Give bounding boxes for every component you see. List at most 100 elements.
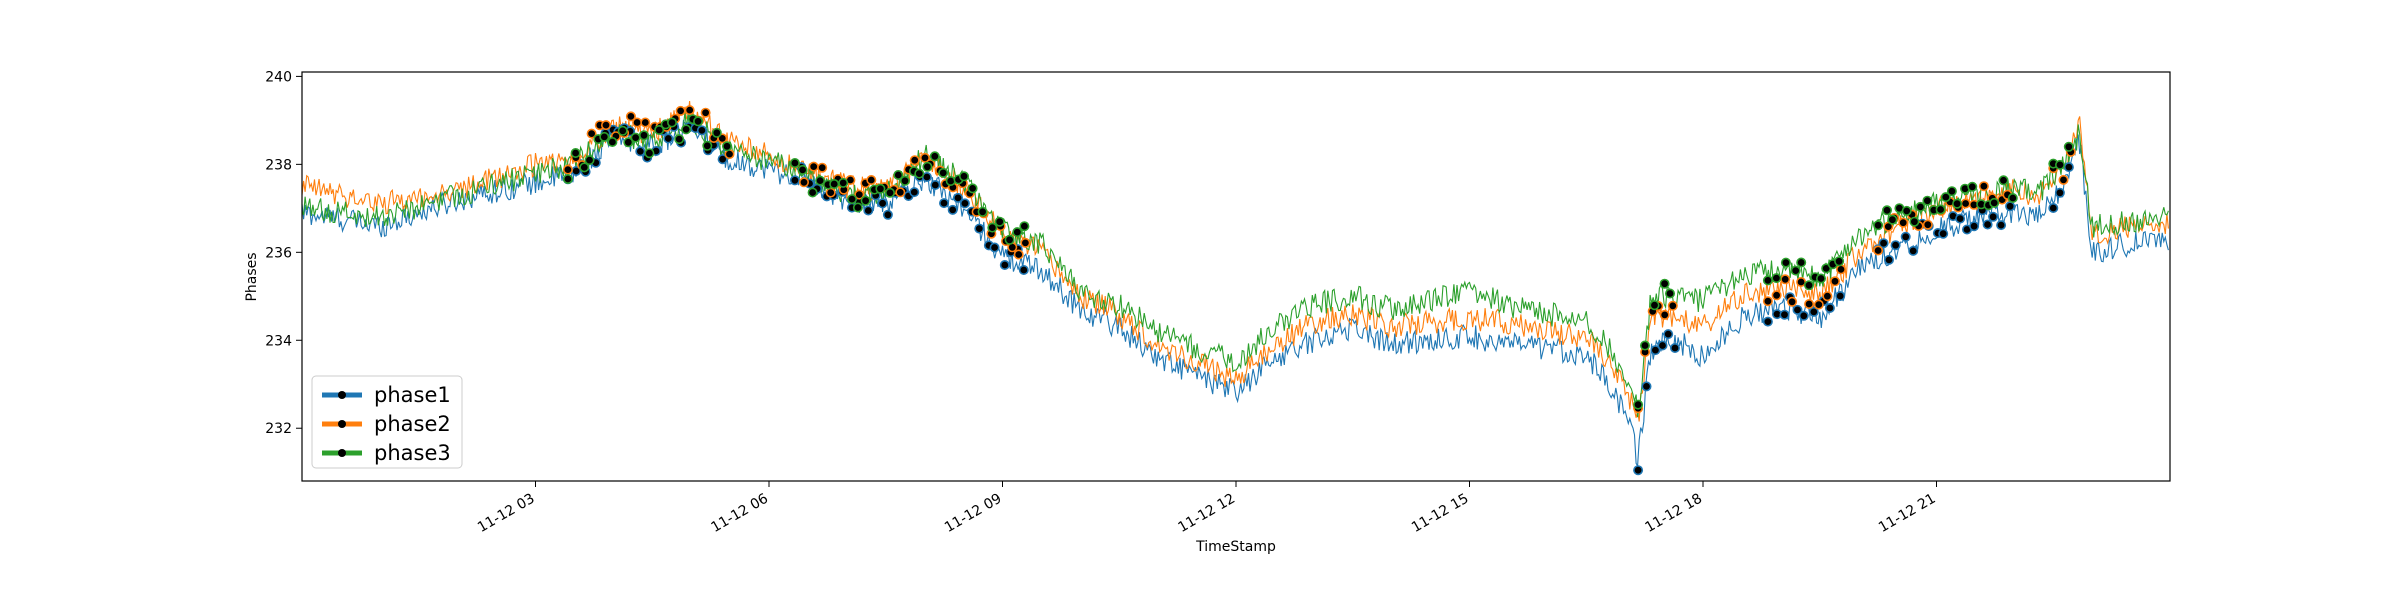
anomaly-marker-phase3 — [1665, 288, 1676, 299]
anomaly-marker-phase2 — [1960, 198, 1971, 209]
anomaly-marker-phase1 — [1808, 306, 1819, 317]
anomaly-marker-phase1 — [1650, 345, 1661, 356]
anomaly-marker-phase2 — [600, 120, 611, 131]
anomaly-marker-phase1 — [1900, 231, 1911, 242]
anomaly-marker-phase3 — [1922, 195, 1933, 206]
anomaly-marker-phase2 — [586, 128, 597, 139]
anomaly-marker-phase3 — [579, 162, 590, 173]
anomaly-marker-phase1 — [1779, 309, 1790, 320]
anomaly-marker-phase3 — [1771, 273, 1782, 284]
anomaly-marker-phase3 — [1935, 204, 1946, 215]
anomaly-marker-phase2 — [1822, 291, 1833, 302]
anomaly-marker-phase2 — [632, 117, 643, 128]
anomaly-marker-phase2 — [1873, 245, 1884, 256]
anomaly-marker-phase1 — [1641, 381, 1652, 392]
anomaly-marker-phase3 — [838, 177, 849, 188]
anomaly-marker-phase3 — [638, 130, 649, 141]
anomaly-marker-phase2 — [808, 161, 819, 172]
anomaly-marker-phase3 — [1946, 186, 1957, 197]
anomaly-marker-phase3 — [2055, 159, 2066, 170]
anomaly-marker-phase3 — [815, 175, 826, 186]
anomaly-marker-phase3 — [654, 125, 665, 136]
anomaly-marker-phase3 — [681, 124, 692, 135]
anomaly-marker-phase3 — [958, 171, 969, 182]
anomaly-marker-phase3 — [721, 141, 732, 152]
anomaly-marker-phase1 — [1670, 342, 1681, 353]
anomaly-marker-phase3 — [1940, 192, 1951, 203]
anomaly-marker-phase3 — [1967, 181, 1978, 192]
anomaly-marker-phase3 — [630, 132, 641, 143]
legend-label-phase1: phase1 — [374, 383, 451, 407]
anomaly-marker-phase2 — [700, 107, 711, 118]
x-tick-label: 11-12 09 — [942, 491, 1005, 536]
anomaly-marker-phase3 — [1998, 175, 2009, 186]
anomaly-marker-phase2 — [562, 164, 573, 175]
anomaly-marker-phase1 — [1663, 329, 1674, 340]
anomaly-marker-phase1 — [947, 204, 958, 215]
anomaly-marker-phase2 — [1667, 300, 1678, 311]
y-tick-label: 236 — [265, 245, 292, 261]
anomaly-marker-phase2 — [1978, 181, 1989, 192]
anomaly-marker-phase1 — [959, 198, 970, 209]
x-tick-label: 11-12 21 — [1876, 491, 1939, 536]
plot-frame — [301, 71, 2171, 482]
anomaly-marker-phase3 — [1804, 280, 1815, 291]
anomaly-marker-phase2 — [1659, 309, 1670, 320]
y-tick-label: 234 — [265, 333, 292, 349]
anomaly-marker-phase1 — [717, 154, 728, 165]
anomaly-marker-phase3 — [1019, 221, 1030, 232]
legend-label-phase2: phase2 — [374, 412, 451, 436]
x-tick-label: 11-12 03 — [475, 491, 538, 536]
anomaly-marker-phase1 — [1969, 221, 1980, 232]
anomaly-marker-phase2 — [1804, 298, 1815, 309]
anomaly-marker-phase3 — [899, 175, 910, 186]
anomaly-marker-phase3 — [607, 137, 618, 148]
anomaly-marker-phase3 — [1989, 197, 2000, 208]
anomaly-marker-phase3 — [789, 158, 800, 169]
anomaly-marker-phase2 — [1898, 217, 1909, 228]
anomaly-marker-phase1 — [2063, 162, 2074, 173]
anomaly-marker-phase1 — [789, 175, 800, 186]
anomaly-marker-phase1 — [1988, 211, 1999, 222]
anomaly-marker-phase3 — [711, 127, 722, 138]
anomaly-marker-phase1 — [999, 259, 1010, 270]
y-tick-label: 232 — [265, 421, 292, 437]
anomaly-marker-phase3 — [1887, 214, 1898, 225]
anomaly-marker-phase1 — [1798, 310, 1809, 321]
anomaly-marker-phase3 — [860, 195, 871, 206]
anomaly-marker-phase3 — [1640, 340, 1651, 351]
anomaly-marker-phase1 — [635, 146, 646, 157]
anomaly-marker-phase3 — [617, 125, 628, 136]
anomaly-marker-phase1 — [1996, 220, 2007, 231]
anomaly-marker-phase3 — [852, 202, 863, 213]
anomaly-marker-phase2 — [1922, 219, 1933, 230]
anomaly-marker-phase3 — [987, 222, 998, 233]
anomaly-marker-phase3 — [1004, 234, 1015, 245]
anomaly-marker-phase3 — [1012, 227, 1023, 238]
anomaly-marker-phase2 — [866, 175, 877, 186]
x-tick-label: 11-12 12 — [1175, 491, 1238, 536]
anomaly-marker-phase3 — [1796, 257, 1807, 268]
anomaly-marker-phase1 — [1018, 264, 1029, 275]
anomaly-marker-phase3 — [2063, 141, 2074, 152]
legend: phase1 phase2 phase3 — [311, 375, 463, 469]
x-axis-label: TimeStamp — [1195, 539, 1276, 555]
x-tick-label: 11-12 15 — [1409, 491, 1472, 536]
legend-marker-phase2 — [338, 420, 346, 428]
anomaly-marker-phase3 — [994, 216, 1005, 227]
anomaly-marker-phase2 — [1836, 264, 1847, 275]
anomaly-marker-phase2 — [854, 189, 865, 200]
anomaly-marker-phase3 — [1909, 216, 1920, 227]
anomaly-marker-phase1 — [909, 187, 920, 198]
anomaly-marker-phase3 — [945, 176, 956, 187]
anomaly-marker-phase3 — [1816, 273, 1827, 284]
anomaly-marker-phase1 — [952, 192, 963, 203]
legend-label-phase3: phase3 — [374, 441, 451, 465]
anomaly-marker-phase1 — [2048, 203, 2059, 214]
anomaly-marker-phase1 — [1835, 290, 1846, 301]
anomaly-marker-phase1 — [974, 223, 985, 234]
x-axis: 11-12 03 11-12 06 11-12 09 11-12 12 11-12 15… — [475, 481, 1939, 536]
anomaly-marker-phase3 — [1780, 257, 1791, 268]
anomaly-marker-phase1 — [1824, 302, 1835, 313]
y-axis-label: Phases — [244, 252, 260, 301]
